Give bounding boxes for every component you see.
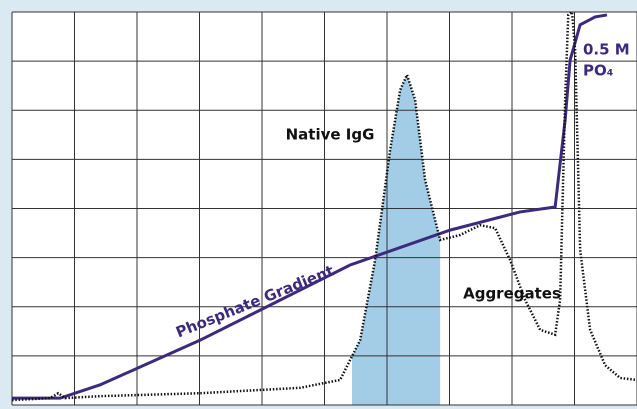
annotation: 0.5 M bbox=[583, 41, 630, 59]
shaded-region bbox=[352, 74, 441, 405]
gradient-line bbox=[12, 13, 608, 400]
annotation: PO₄ bbox=[583, 62, 613, 80]
annotation: Native IgG bbox=[286, 126, 375, 144]
annotation: Aggregates bbox=[463, 285, 561, 303]
chromatogram-trace bbox=[11, 9, 637, 402]
